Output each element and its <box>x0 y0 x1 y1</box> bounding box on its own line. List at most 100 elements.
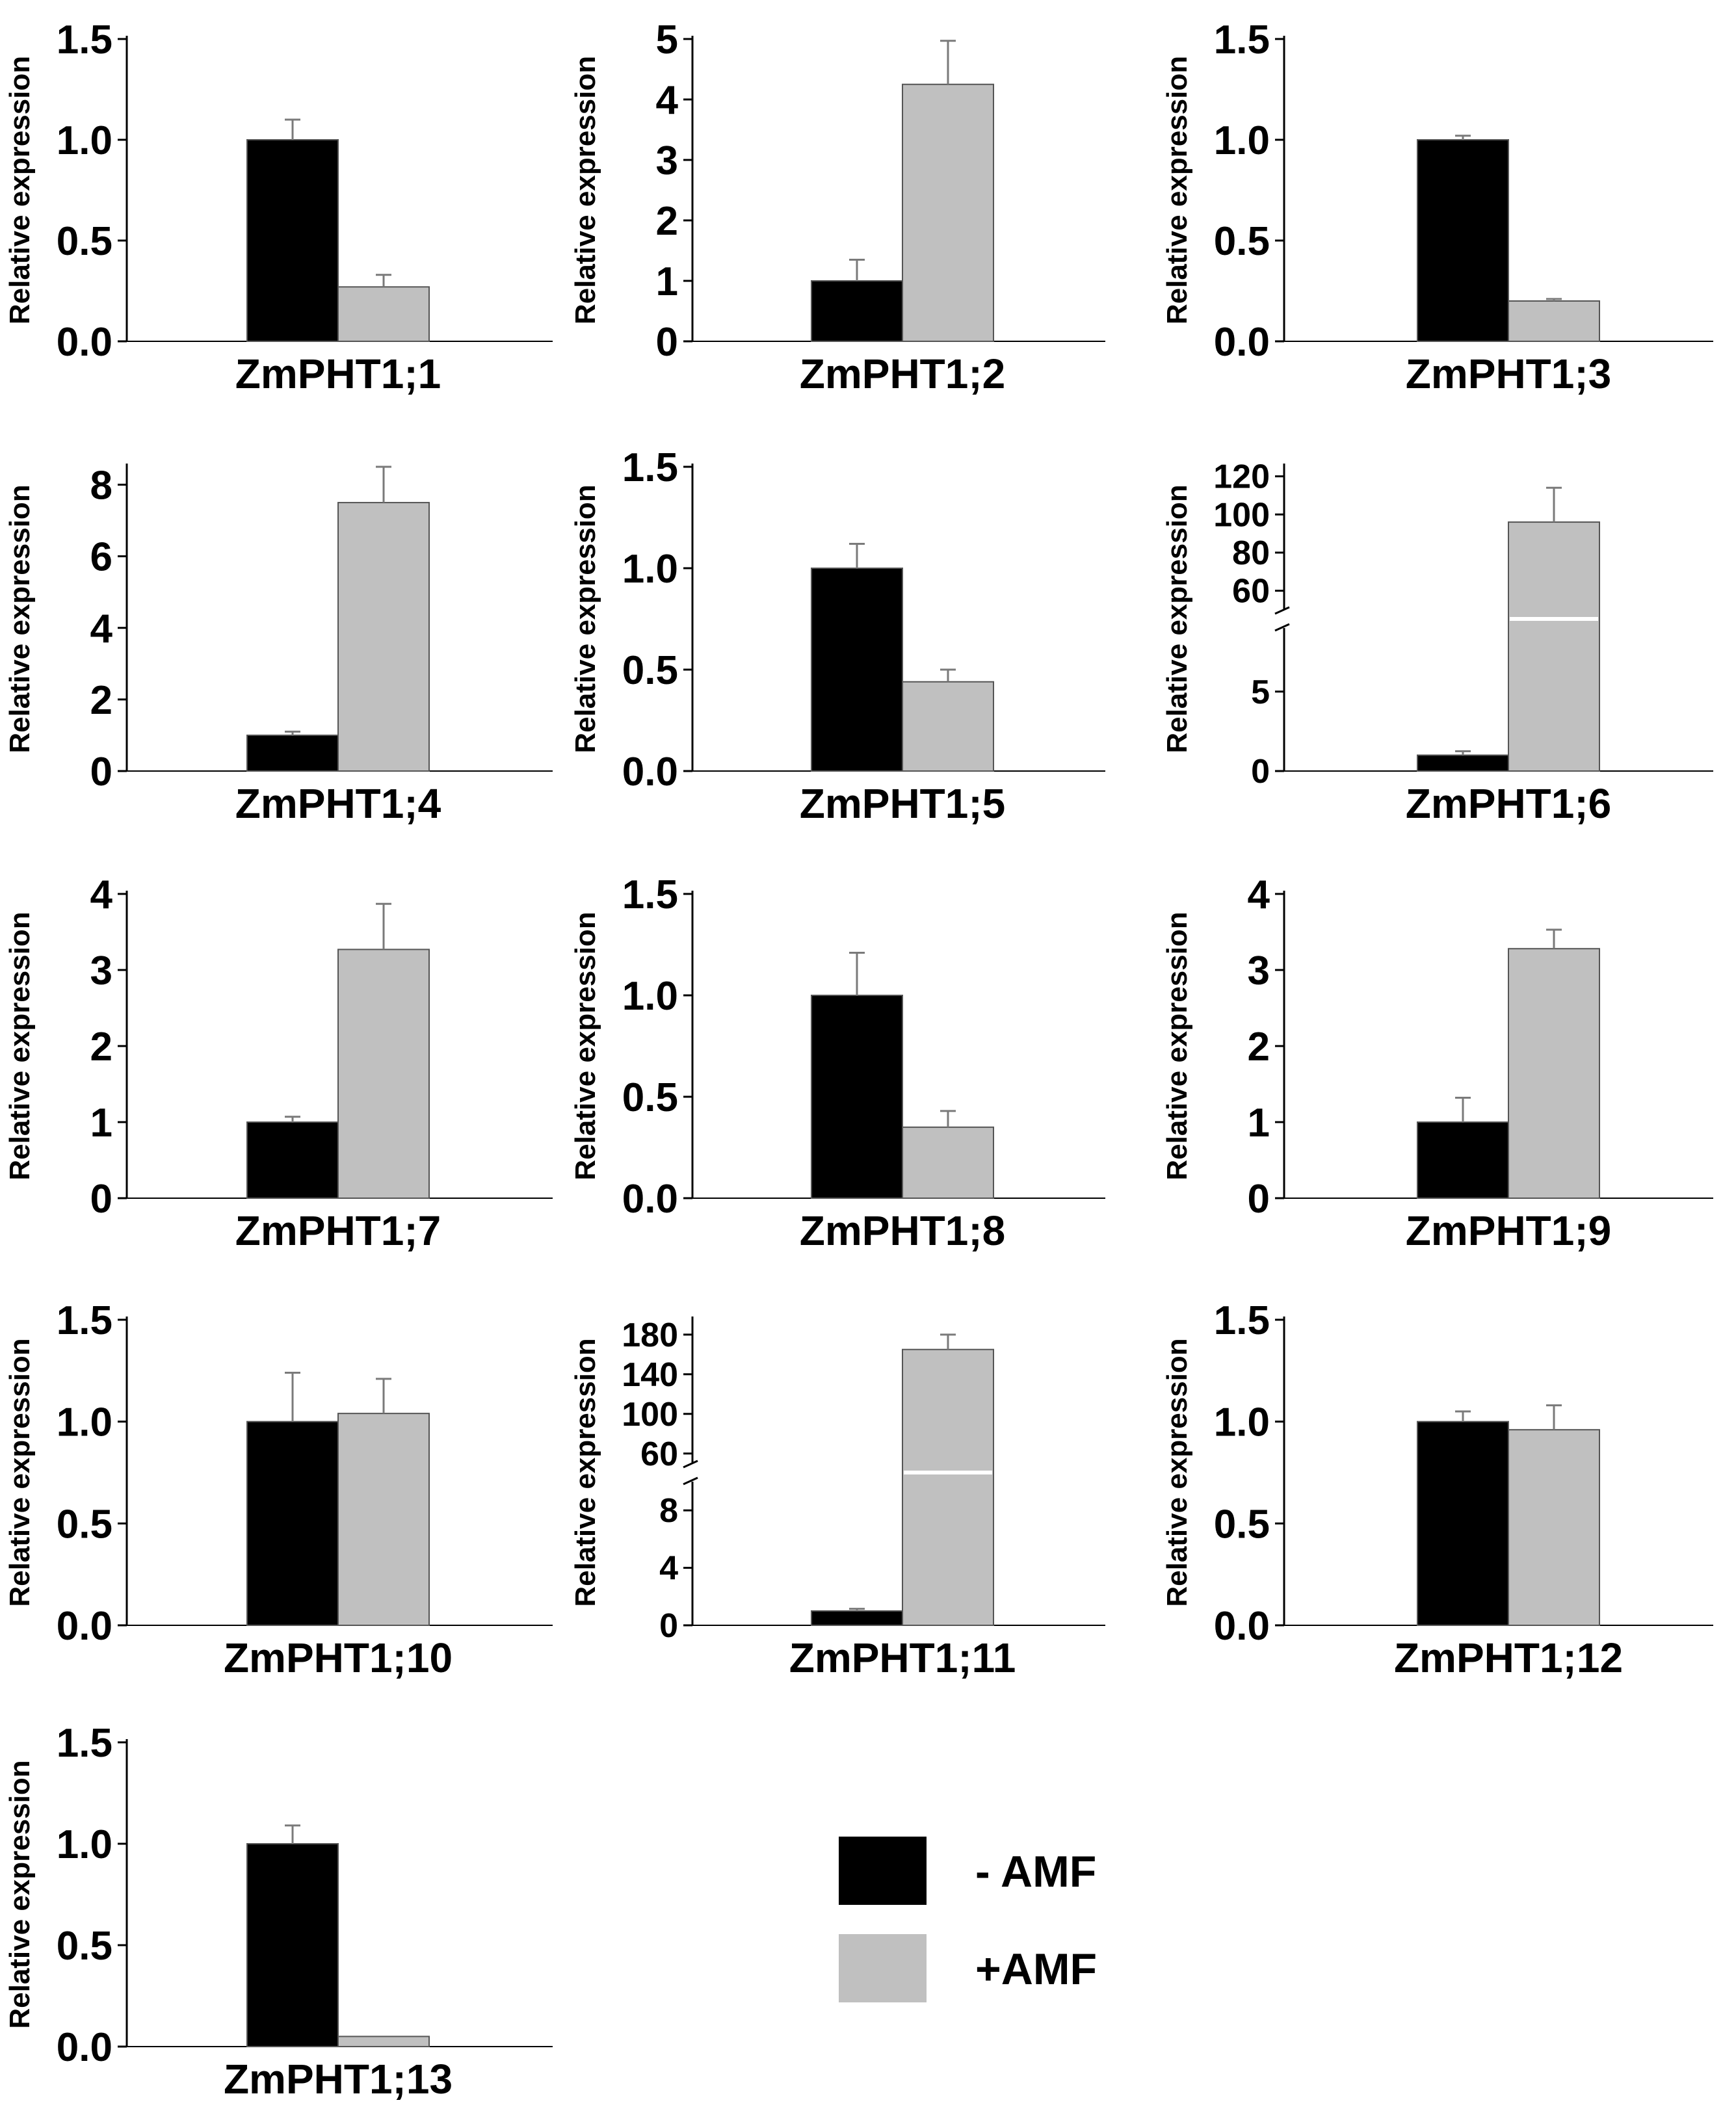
y-tick-label: 0.5 <box>57 219 112 264</box>
bar-plus-amf <box>337 2036 430 2047</box>
y-tick-label: 3 <box>90 949 112 993</box>
y-tick-label: 120 <box>1213 458 1270 496</box>
y-tick-label: 140 <box>622 1356 678 1394</box>
legend-label: - AMF <box>975 1847 1096 1896</box>
axis-break-mark <box>683 1476 698 1486</box>
y-tick-label: 1 <box>1248 1101 1270 1146</box>
chart-panel: Relative expression ZmPHT1;3 0.0 0.5 1.0 1.5 <box>1161 18 1713 397</box>
bar-plus-amf <box>337 286 430 342</box>
y-tick-label: 4 <box>1248 872 1270 917</box>
y-tick-label: 0 <box>656 320 678 365</box>
y-tick-label: 4 <box>659 1550 678 1588</box>
y-tick-label: 1.0 <box>57 1400 112 1445</box>
y-tick-label: 180 <box>622 1316 678 1354</box>
y-tick-label: 1.0 <box>622 547 678 592</box>
y-axis-title: Relative expression <box>1161 911 1193 1180</box>
y-tick-label: 1.0 <box>57 1822 112 1867</box>
chart-panel: Relative expression ZmPHT1;13 0.0 0.5 1.0 1.5 <box>4 1721 553 2102</box>
gene-title: ZmPHT1;4 <box>235 780 441 827</box>
bar-minus-amf <box>811 568 903 772</box>
bar-plus-amf <box>337 949 430 1199</box>
y-tick-label: 0.0 <box>57 1604 112 1649</box>
y-axis-title: Relative expression <box>570 484 601 753</box>
chart-panel: Relative expression ZmPHT1;4 0 2 4 6 8 <box>4 464 553 827</box>
bar-plus-amf <box>337 502 430 772</box>
y-tick-label: 1.0 <box>1214 1400 1270 1445</box>
bar-minus-amf <box>811 1610 903 1626</box>
gene-title: ZmPHT1;8 <box>800 1207 1006 1254</box>
y-tick-label: 1.0 <box>622 974 678 1019</box>
y-tick-label: 2 <box>90 678 112 723</box>
y-axis-title: Relative expression <box>4 1760 36 2028</box>
y-tick-label: 2 <box>1248 1025 1270 1069</box>
y-axis-title: Relative expression <box>570 1338 601 1606</box>
legend-swatch-minus-amf <box>839 1837 927 1905</box>
y-tick-label: 0.5 <box>622 1075 678 1120</box>
y-tick-label: 1.5 <box>622 445 678 490</box>
y-tick-label: 0 <box>90 1177 112 1222</box>
y-tick-label: 2 <box>90 1025 112 1069</box>
y-axis-title: Relative expression <box>4 56 36 324</box>
y-tick-label: 100 <box>622 1396 678 1434</box>
axis-break-mark <box>1274 623 1290 632</box>
y-axis-title: Relative expression <box>4 911 36 1180</box>
chart-panel: Relative expression ZmPHT1;2 0 1 2 3 4 5 <box>570 18 1105 397</box>
y-tick-label: 0.0 <box>57 320 112 365</box>
y-tick-label: 4 <box>90 607 113 651</box>
gene-title: ZmPHT1;6 <box>1406 780 1612 827</box>
y-tick-label: 1.5 <box>57 18 112 62</box>
bar-plus-amf <box>1508 300 1600 342</box>
legend: - AMF +AMF <box>839 1837 1097 2002</box>
gene-title: ZmPHT1;7 <box>235 1207 441 1254</box>
gene-title: ZmPHT1;10 <box>224 1634 453 1681</box>
bar-break-line <box>1510 617 1598 621</box>
gene-title: ZmPHT1;12 <box>1394 1634 1623 1681</box>
chart-panel: Relative expression ZmPHT1;8 0.0 0.5 1.0 1.5 <box>570 872 1105 1254</box>
y-tick-label: 3 <box>1248 949 1270 993</box>
chart-panel: Relative expression ZmPHT1;5 0.0 0.5 1.0 1.5 <box>570 445 1105 827</box>
bar-minus-amf <box>1417 754 1509 772</box>
bar-minus-amf <box>246 1121 339 1199</box>
y-tick-label: 1 <box>90 1101 112 1146</box>
axis-break-mark <box>683 1460 698 1469</box>
legend-swatch-plus-amf <box>839 1934 927 2002</box>
y-tick-label: 1.5 <box>1214 1298 1270 1343</box>
y-tick-label: 0.0 <box>622 1177 678 1222</box>
y-tick-label: 8 <box>659 1492 678 1530</box>
y-tick-label: 0.0 <box>57 2025 112 2070</box>
bar-minus-amf <box>246 139 339 342</box>
bar-plus-amf <box>902 1126 994 1199</box>
bar-break-line <box>904 1471 992 1474</box>
y-tick-label: 1.5 <box>57 1721 112 1766</box>
chart-panel: Relative expression ZmPHT1;11 0 4 8 601001401… <box>570 1316 1105 1681</box>
y-tick-label: 4 <box>656 78 679 123</box>
y-axis-title: Relative expression <box>1161 56 1193 324</box>
bar-minus-amf <box>1417 1121 1509 1199</box>
bar-plus-amf <box>1508 1429 1600 1626</box>
bar-minus-amf <box>246 1843 339 2047</box>
bar-plus-amf <box>337 1413 430 1626</box>
y-tick-label: 8 <box>90 464 112 508</box>
chart-panel: Relative expression ZmPHT1;10 0.0 0.5 1.0 1.5 <box>4 1298 553 1681</box>
chart-panel: Relative expression ZmPHT1;7 0 1 2 3 4 <box>4 872 553 1254</box>
y-tick-label: 2 <box>656 199 678 244</box>
y-tick-label: 0 <box>659 1607 678 1645</box>
y-tick-label: 0.0 <box>622 750 678 794</box>
y-tick-label: 0 <box>1251 753 1270 791</box>
y-tick-label: 1.5 <box>57 1298 112 1343</box>
y-tick-label: 4 <box>90 872 113 917</box>
y-tick-label: 1.0 <box>57 118 112 163</box>
y-tick-label: 0.5 <box>622 648 678 693</box>
bar-plus-amf <box>902 1348 994 1626</box>
y-tick-label: 6 <box>90 535 112 580</box>
gene-title: ZmPHT1;3 <box>1406 350 1612 397</box>
gene-title: ZmPHT1;1 <box>235 350 441 397</box>
y-axis-title: Relative expression <box>1161 484 1193 753</box>
chart-panel: Relative expression ZmPHT1;9 0 1 2 3 4 <box>1161 872 1713 1254</box>
axis-break-mark <box>1274 606 1290 615</box>
y-tick-label: 0.5 <box>1214 219 1270 264</box>
gene-title: ZmPHT1;5 <box>800 780 1006 827</box>
y-tick-label: 0.0 <box>1214 320 1270 365</box>
y-axis-title: Relative expression <box>570 56 601 324</box>
